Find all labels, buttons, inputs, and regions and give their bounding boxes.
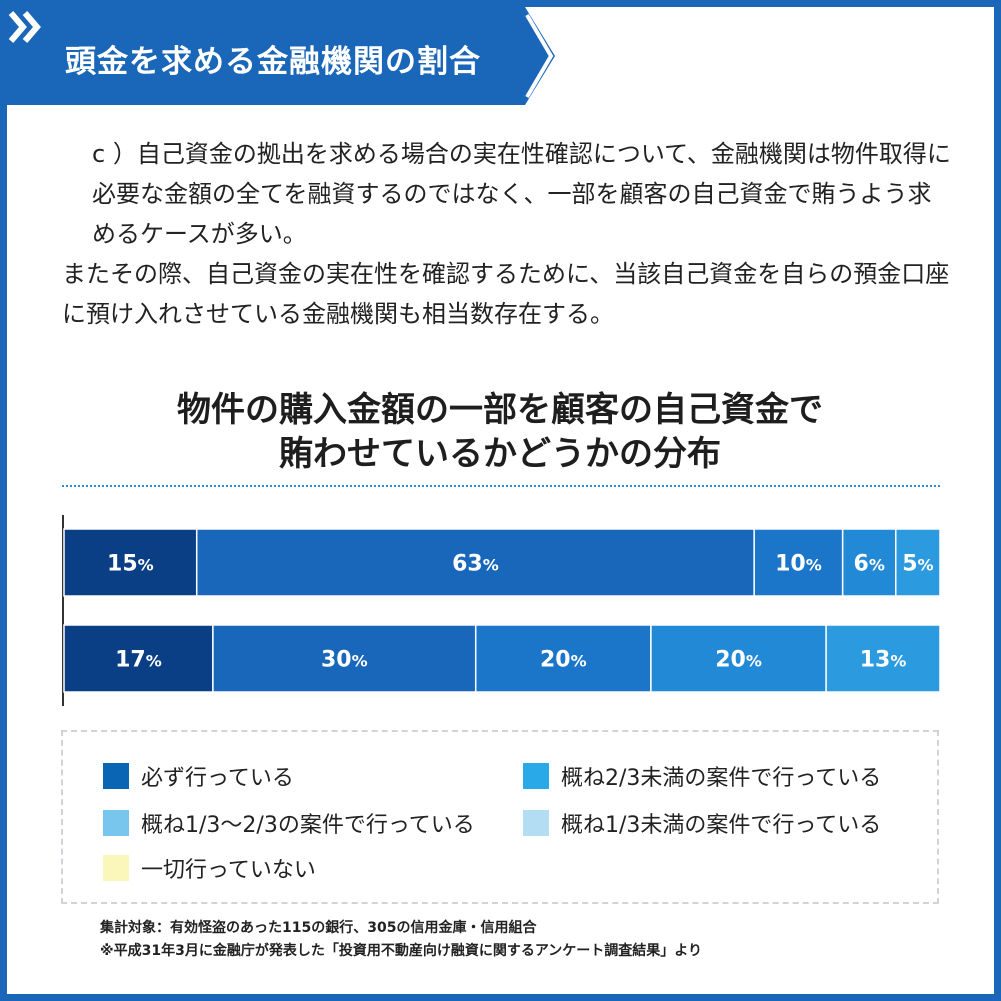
footnotes: 集計対象：有効怪盗のあった115の銀行、305の信用金庫・信用組合 ※平成31年… — [100, 917, 702, 963]
legend-item-1: 必ず行っている — [103, 760, 294, 792]
legend-swatch — [523, 763, 549, 789]
legend-item-2: 概ね2/3未満の案件で行っている — [523, 760, 881, 792]
title-divider — [62, 485, 940, 487]
legend-swatch — [103, 855, 129, 881]
footnote-1: 集計対象：有効怪盗のあった115の銀行、305の信用金庫・信用組合 — [100, 920, 537, 936]
data-label-row2-series5: 13% — [860, 648, 907, 673]
legend-item-5: 一切行っていない — [103, 852, 316, 884]
chart-title-line-2: 賄わせているかどうかの分布 — [279, 434, 721, 474]
header-ribbon: 頭金を求める金融機関の割合 — [7, 7, 555, 105]
ribbon-shape — [7, 7, 555, 105]
header-title: 頭金を求める金融機関の割合 — [65, 44, 481, 80]
chart-title: 物件の購入金額の一部を顧客の自己資金で 賄わせているかどうかの分布 — [60, 388, 940, 476]
data-label-row1-series1: 15% — [107, 552, 154, 577]
bar-segment-row2-series4 — [650, 624, 827, 693]
legend-label: 一切行っていない — [141, 858, 316, 883]
data-label-row2-series3: 20% — [540, 648, 587, 673]
legend-label: 概ね1/3〜2/3の案件で行っている — [141, 813, 475, 838]
data-label-row2-series1: 17% — [115, 648, 162, 673]
data-label-row2-series4: 20% — [715, 648, 762, 673]
legend-swatch — [103, 763, 129, 789]
body-text: c ）自己資金の拠出を求める場合の実在性確認について、金融機関は物件取得に必要な… — [62, 134, 952, 334]
bar-segment-row2-series3 — [474, 624, 652, 693]
bar-segment-row1-series5 — [895, 528, 941, 597]
legend-item-3: 概ね1/3〜2/3の案件で行っている — [103, 807, 475, 839]
legend-label: 必ず行っている — [141, 766, 294, 791]
bar-segment-row1-series3 — [753, 528, 844, 597]
double-chevron-icon — [8, 11, 41, 43]
footnote-2: ※平成31年3月に金融庁が発表した「投資用不動産向け融資に関するアンケート調査結… — [100, 943, 702, 959]
legend-swatch — [103, 810, 129, 836]
legend-label: 概ね2/3未満の案件で行っている — [561, 766, 882, 791]
data-label-row1-series3: 10% — [775, 552, 822, 577]
bar-segment-row2-series5 — [825, 624, 941, 693]
chart-legend: 必ず行っている 概ね2/3未満の案件で行っている概ね1/3〜2/3の案件で行ってい… — [61, 730, 939, 904]
legend-item-4: 概ね1/3未満の案件で行っている — [523, 807, 881, 839]
body-paragraph-1: c ）自己資金の拠出を求める場合の実在性確認について、金融機関は物件取得に必要な… — [92, 140, 951, 248]
data-label-row1-series5: 5% — [902, 552, 933, 577]
bar-segment-row2-series2 — [212, 624, 477, 693]
bar-segment-row2-series1 — [63, 624, 214, 693]
data-label-row2-series2: 30% — [321, 648, 368, 673]
legend-label: 概ね1/3未満の案件で行っている — [561, 813, 882, 838]
chart-title-line-1: 物件の購入金額の一部を顧客の自己資金で — [177, 390, 823, 430]
body-paragraph-2: またその際、自己資金の実在性を確認するために、当該自己資金を自らの預金口座に預け… — [62, 260, 950, 328]
data-label-row1-series2: 63% — [452, 552, 499, 577]
data-label-row1-series4: 6% — [854, 552, 885, 577]
legend-swatch — [523, 810, 549, 836]
